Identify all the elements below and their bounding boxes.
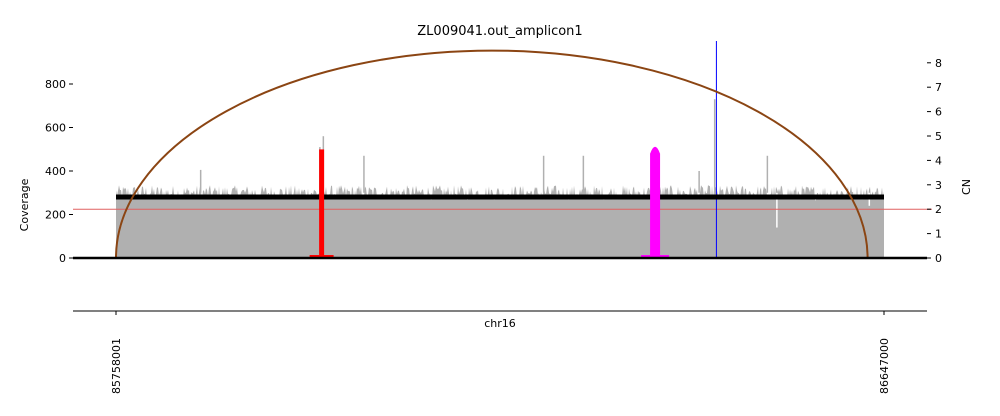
chart-title: ZL009041.out_amplicon1 <box>417 24 582 39</box>
y-right-tick-label: 4 <box>935 154 942 167</box>
coverage-fill <box>116 185 884 258</box>
y-right-tick-label: 3 <box>935 179 942 192</box>
axes: 0 200 400 600 800 0 1 2 3 4 5 6 7 8 85758001 86647000 <box>45 57 942 394</box>
y-right-tick-label: 1 <box>935 228 942 241</box>
y-left-tick-label: 200 <box>45 209 66 222</box>
y-right-tick-label: 5 <box>935 130 942 143</box>
y-right-tick-label: 2 <box>935 203 942 216</box>
y-left-tick-label: 0 <box>59 252 66 265</box>
y-left-tick-label: 800 <box>45 78 66 91</box>
breakpoint-red-base <box>309 255 334 258</box>
y-right-tick-label: 0 <box>935 252 942 265</box>
y-left-tick-label: 600 <box>45 122 66 135</box>
y-right-tick-label: 6 <box>935 106 942 119</box>
x-axis-label: chr16 <box>484 317 516 330</box>
y-right-tick-label: 8 <box>935 57 942 70</box>
y-right-tick-label: 7 <box>935 81 942 94</box>
overlay-marks <box>73 41 932 259</box>
breakpoint-magenta-bar <box>650 146 661 258</box>
y-axis-left-label: Coverage <box>18 178 31 231</box>
breakpoint-arc <box>115 49 869 259</box>
x-tick-label: 85758001 <box>110 338 123 394</box>
coverage-area <box>116 99 884 258</box>
breakpoint-magenta-base <box>641 255 670 258</box>
y-axis-right-label: CN <box>960 179 973 195</box>
x-tick-label: 86647000 <box>878 338 891 394</box>
y-left-tick-label: 400 <box>45 165 66 178</box>
breakpoint-red-bar <box>319 149 325 258</box>
